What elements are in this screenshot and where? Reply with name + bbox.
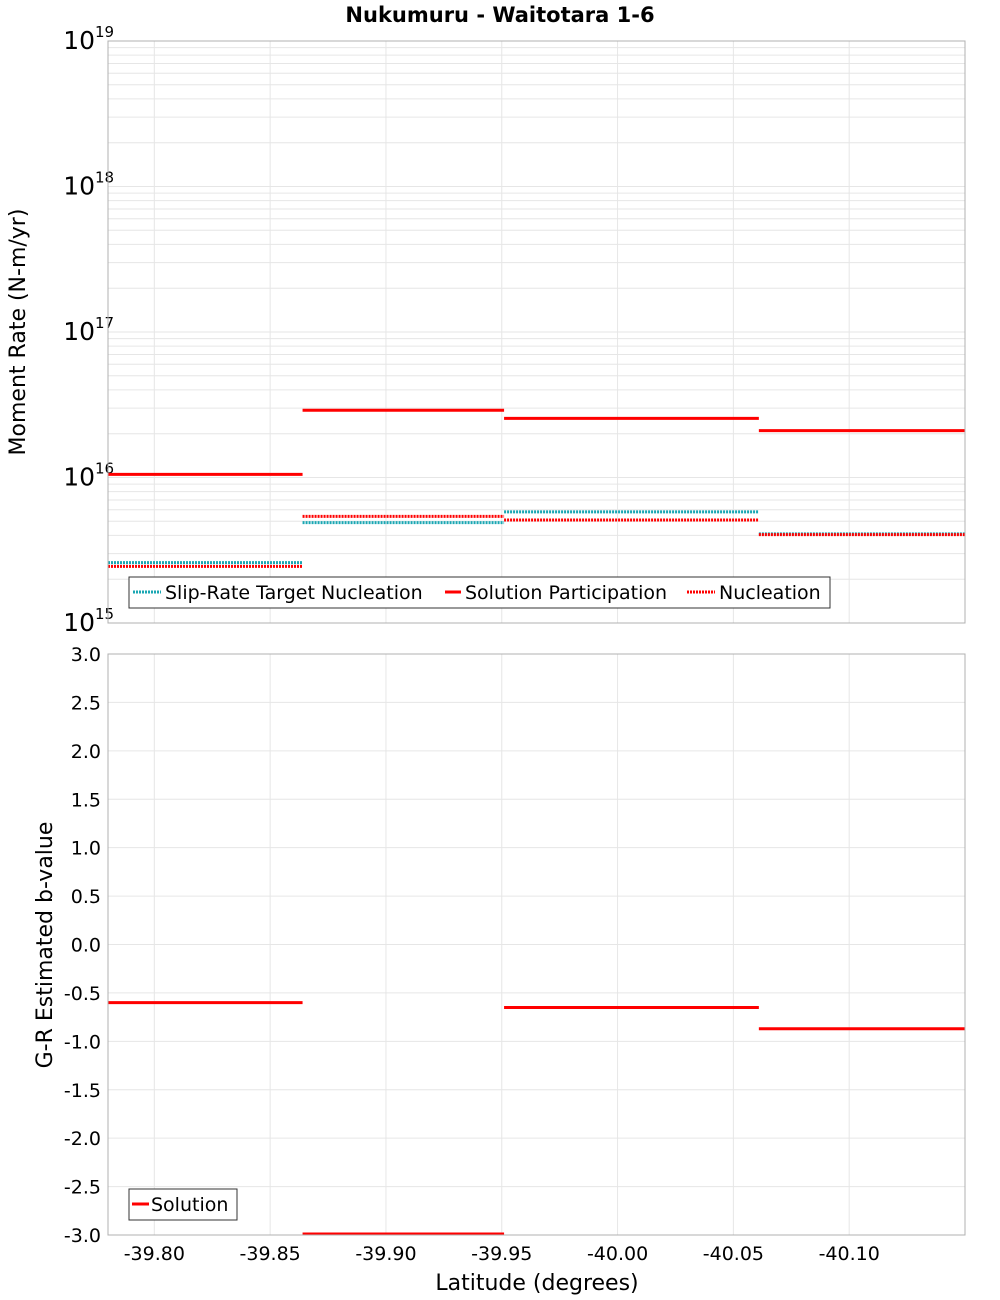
x-tick-label: -39.90 <box>355 1243 416 1265</box>
top-y-tick-base: 10 <box>63 317 95 346</box>
top-legend-box <box>128 576 831 609</box>
top-y-tick-exponent: 15 <box>95 605 114 623</box>
top-y-tick-label: 10 15 <box>63 605 114 637</box>
bottom-y-tick-label: -1.5 <box>64 1080 101 1102</box>
top-y-tick-base: 10 <box>63 608 95 637</box>
bottom-y-tick-label: 0.0 <box>71 935 101 957</box>
top-y-tick-label: 10 18 <box>63 169 114 201</box>
bottom-y-tick-label: 1.0 <box>71 838 101 860</box>
x-tick-label: -39.80 <box>124 1243 185 1265</box>
top-y-tick-base: 10 <box>63 172 95 201</box>
top-y-tick-exponent: 19 <box>95 23 114 41</box>
bottom-y-tick-label: 2.0 <box>71 741 101 763</box>
x-ticks: -39.80 -39.85 -39.90 -39.95 -40.00 -40.05 -40.… <box>124 1243 880 1265</box>
bottom-legend: Solution <box>128 1188 238 1221</box>
x-tick-label: -39.85 <box>240 1243 301 1265</box>
b-value-panel: 3.0 2.5 2.0 1.5 1.0 0.5 0.0 -0.5 -1.0 -1.5 -2.0 -2.… <box>33 644 966 1296</box>
bottom-series <box>108 1001 965 1236</box>
bottom-y-tick-label: -2.0 <box>64 1128 101 1150</box>
top-y-tick-base: 10 <box>63 463 95 492</box>
x-axis-label: Latitude (degrees) <box>435 1271 638 1296</box>
bottom-y-tick-label: -1.0 <box>64 1031 101 1053</box>
x-tick-label: -40.00 <box>587 1243 648 1265</box>
x-tick-label: -40.10 <box>819 1243 880 1265</box>
bottom-y-tick-label: 1.5 <box>71 789 101 811</box>
top-y-tick-label: 10 17 <box>63 314 114 346</box>
top-series <box>108 408 965 568</box>
bottom-y-tick-label: 0.5 <box>71 886 101 908</box>
top-plot-frame <box>107 40 966 624</box>
top-y-tick-label: 10 19 <box>63 23 114 55</box>
top-y-tick-exponent: 18 <box>95 169 114 187</box>
bottom-y-tick-label: -0.5 <box>64 983 101 1005</box>
legend-label-solution-participation: Solution Participation <box>465 582 667 604</box>
legend-label-target: Slip-Rate Target Nucleation <box>165 582 423 604</box>
chart-title: Nukumuru - Waitotara 1-6 <box>345 3 654 27</box>
bottom-y-tick-label: 2.5 <box>71 692 101 714</box>
x-tick-label: -40.05 <box>703 1243 764 1265</box>
bottom-y-ticks: 3.0 2.5 2.0 1.5 1.0 0.5 0.0 -0.5 -1.0 -1.5 -2.0 -2.… <box>64 644 101 1247</box>
legend-label-solution: Solution <box>151 1194 228 1216</box>
top-y-axis-label: Moment Rate (N-m/yr) <box>6 209 31 456</box>
top-y-tick-base: 10 <box>63 26 95 55</box>
top-y-tick-label: 10 16 <box>63 460 114 492</box>
bottom-y-tick-label: -3.0 <box>64 1225 101 1247</box>
legend-label-nucleation: Nucleation <box>719 582 821 604</box>
top-legend: Slip-Rate Target Nucleation Solution Par… <box>128 576 831 609</box>
bottom-y-axis-label: G-R Estimated b-value <box>33 822 58 1069</box>
x-tick-label: -39.95 <box>471 1243 532 1265</box>
bottom-plot-frame <box>107 653 966 1236</box>
top-y-tick-exponent: 17 <box>95 314 114 332</box>
bottom-y-tick-label: 3.0 <box>71 644 101 666</box>
bottom-y-tick-label: -2.5 <box>64 1177 101 1199</box>
